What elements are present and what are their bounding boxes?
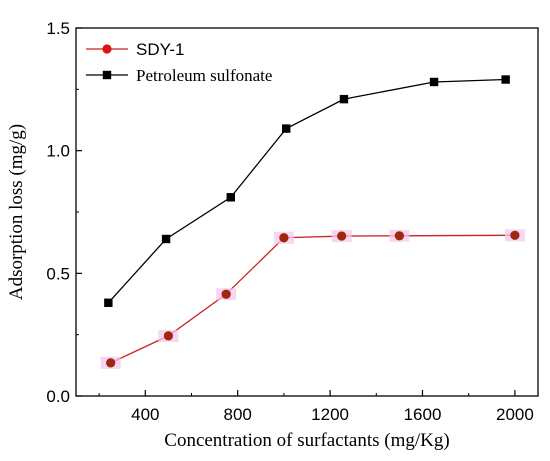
y-tick-label: 1.5 — [46, 19, 70, 38]
data-point-shade — [337, 231, 347, 241]
data-point — [161, 234, 171, 244]
data-point-shade — [279, 233, 289, 243]
data-point — [429, 77, 439, 87]
series-petroleum-sulfonate — [104, 75, 510, 307]
x-tick-label: 2000 — [496, 405, 534, 424]
legend-entry: SDY-1 — [86, 40, 185, 59]
series-layer — [100, 75, 525, 369]
x-tick-label: 400 — [131, 405, 159, 424]
series-sdy-1 — [100, 229, 525, 369]
data-point-shade — [163, 331, 173, 341]
y-tick-label: 1.0 — [46, 142, 70, 161]
y-tick-label: 0.5 — [46, 264, 70, 283]
data-point — [226, 193, 235, 202]
data-point-shade — [394, 231, 404, 241]
data-point — [339, 94, 349, 104]
x-tick-label: 800 — [224, 405, 252, 424]
series-line — [110, 234, 515, 364]
x-tick-label: 1600 — [404, 405, 442, 424]
legend-entry: Petroleum sulfonate — [86, 66, 272, 85]
y-tick-label: 0.0 — [46, 387, 70, 406]
y-axis-label: Adsorption loss (mg/g) — [6, 124, 27, 300]
legend-label: Petroleum sulfonate — [136, 66, 272, 85]
x-axis-label: Concentration of surfactants (mg/Kg) — [164, 430, 449, 451]
data-point-shade — [510, 230, 520, 240]
legend-marker — [102, 44, 112, 54]
legend-marker — [102, 70, 112, 80]
data-point-shade — [106, 358, 116, 368]
legend: SDY-1 Petroleum sulfonate — [86, 40, 272, 85]
x-tick-label: 1200 — [311, 405, 349, 424]
legend-label: SDY-1 — [136, 40, 185, 59]
data-point — [282, 124, 291, 133]
data-point-shade — [221, 289, 231, 299]
data-point — [104, 298, 113, 307]
series-line — [107, 78, 506, 304]
ticks-layer: 400 800 1200 1600 2000 0.0 0.5 1.0 1.5 — [46, 19, 533, 424]
data-point — [501, 75, 510, 84]
